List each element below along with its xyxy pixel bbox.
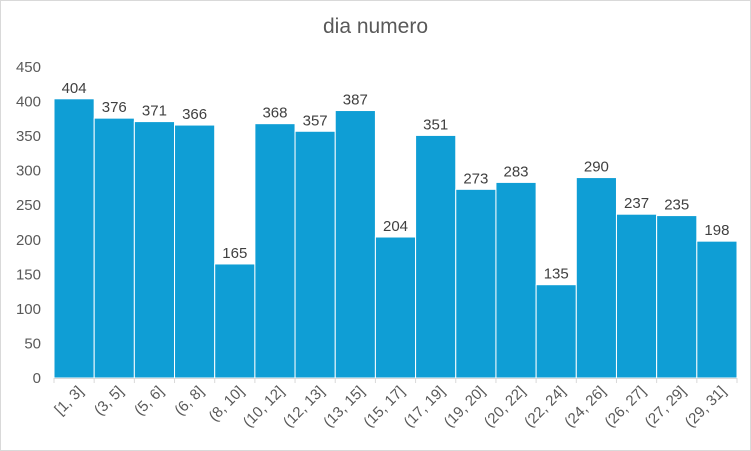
x-tick-label: (24, 26] [561,383,609,431]
x-tick-label: (12, 13] [280,383,328,431]
data-label: 371 [142,103,167,120]
y-tick-label: 350 [16,128,41,145]
bar [455,188,497,379]
y-tick-label: 400 [16,94,41,111]
x-tick-label: (6, 8] [171,383,207,419]
y-tick-label: 100 [16,301,41,318]
data-label: 404 [62,80,87,97]
data-label: 376 [102,99,127,116]
bar [615,213,658,379]
x-tick-label: (19, 20] [441,383,489,431]
x-tick-label: (29, 31] [682,383,730,431]
data-label: 290 [584,159,609,176]
data-label: 204 [383,218,408,235]
x-tick-label: (27, 29] [642,383,690,431]
x-tick-label: (13, 15] [320,383,368,431]
bar [214,263,256,379]
x-tick-label: (10, 12] [240,383,288,431]
bar [174,124,216,379]
data-label: 351 [423,116,448,133]
y-tick-label: 450 [16,59,41,76]
x-tick-label: (26, 27] [601,383,649,431]
bar [575,177,617,379]
bar [374,236,417,379]
y-tick-label: 200 [16,232,41,249]
x-tick-label: (5, 6] [131,383,167,419]
bar [495,181,537,379]
bar [656,215,698,379]
data-label: 235 [664,197,689,214]
data-label: 366 [182,106,207,123]
x-tick-label: (3, 5] [91,383,127,419]
data-label: 165 [222,245,247,262]
bar [535,284,577,379]
bar [254,123,296,379]
y-tick-label: 0 [33,370,41,387]
data-label: 357 [303,112,328,129]
data-label: 237 [624,195,649,212]
bar [294,130,336,379]
chart-title: dia numero [322,15,429,38]
data-label: 283 [504,163,529,180]
data-label: 135 [544,266,569,283]
bar [93,117,135,379]
x-tick-label: (15, 17] [360,383,408,431]
data-label: 273 [463,170,488,187]
data-label: 198 [704,222,729,239]
x-tick-label: (22, 24] [521,383,569,431]
bar [415,134,457,379]
bar [53,98,95,379]
y-tick-label: 300 [16,163,41,180]
bar [696,240,738,379]
y-tick-label: 50 [24,335,41,352]
y-tick-label: 250 [16,197,41,214]
data-label: 387 [343,92,368,109]
bar [334,110,376,379]
y-tick-label: 150 [16,266,41,283]
x-tick-label: (17, 19] [401,383,449,431]
x-tick-label: (20, 22] [481,383,529,431]
bar [133,121,176,379]
x-tick-label: [1, 3] [51,383,87,419]
data-label: 368 [262,105,287,122]
